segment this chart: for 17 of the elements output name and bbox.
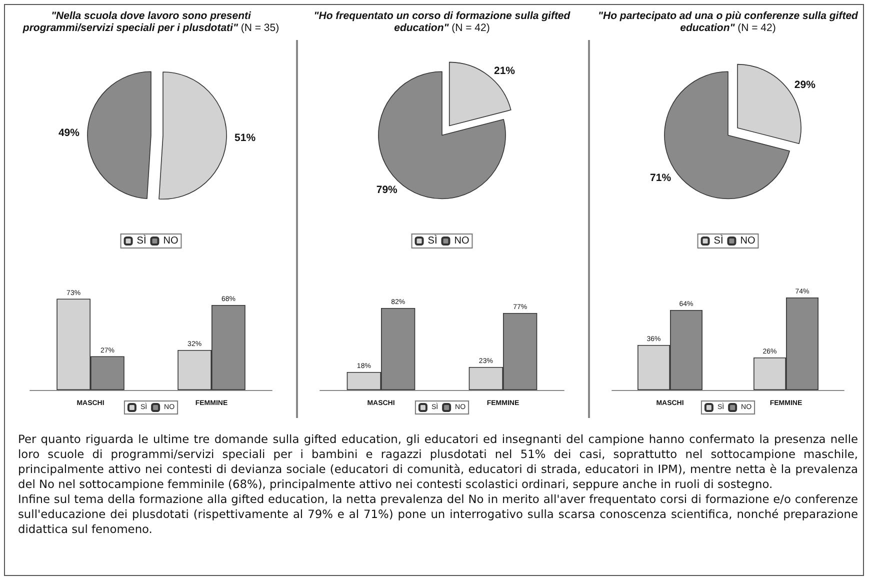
- chart-title: "Ho frequentato un corso di formazione sulla gifted education" (N = 42): [312, 10, 572, 34]
- chart-title: "Nella scuola dove lavoro sono presenti programmi/servizi speciali per i plusdotati" (N = 35): [22, 10, 280, 34]
- data-label: 71%: [650, 172, 672, 184]
- legend-label: SÌ: [714, 234, 724, 246]
- legend-label: SÌ: [428, 234, 438, 246]
- text: Per quanto riguarda le ultime tre domande sulla gifted education, gli educatori ed insegnanti del campione hanno confermato la presenza nelle loro scuole di programmi/servizi speciali per i bambini e ragazzi plusdotati nel 51% dei casi, soprattutto nel sottocampione maschile, principalmente attivo nei contesti di devianza sociale (educatori di comunità, educatori di strada, educatori in IPM), mentre netta è la prevalenza del No nel sottocampione femminile (68%), principalmente attivo nei contesti scolastici ordinari, seppure anche in ruoli di sostegno.: [18, 432, 858, 492]
- data-label: 79%: [376, 184, 398, 196]
- legend-label: SÌ: [136, 234, 146, 246]
- data-label: 49%: [58, 127, 80, 140]
- legend-label: NO: [454, 236, 470, 246]
- chart-title: "Ho partecipato ad una o più conferenze sulla gifted education" (N = 42): [597, 10, 859, 34]
- data-label: 51%: [234, 132, 256, 144]
- legend-label: NO: [163, 236, 178, 246]
- data-label: 29%: [794, 79, 816, 92]
- text: Infine sul tema della formazione alla gifted education, la netta prevalenza del No in merito all'aver frequentato corsi di formazione e/o conferenze sull'educazione dei plusdotati (rispettivamente al 79% e al 71%) pone un interrogativo sulla scarsa conoscenza scientifica, nonché preparazione didattica sul fenomeno.: [18, 492, 858, 537]
- data-label: 21%: [494, 64, 516, 77]
- legend-label: NO: [740, 236, 756, 246]
